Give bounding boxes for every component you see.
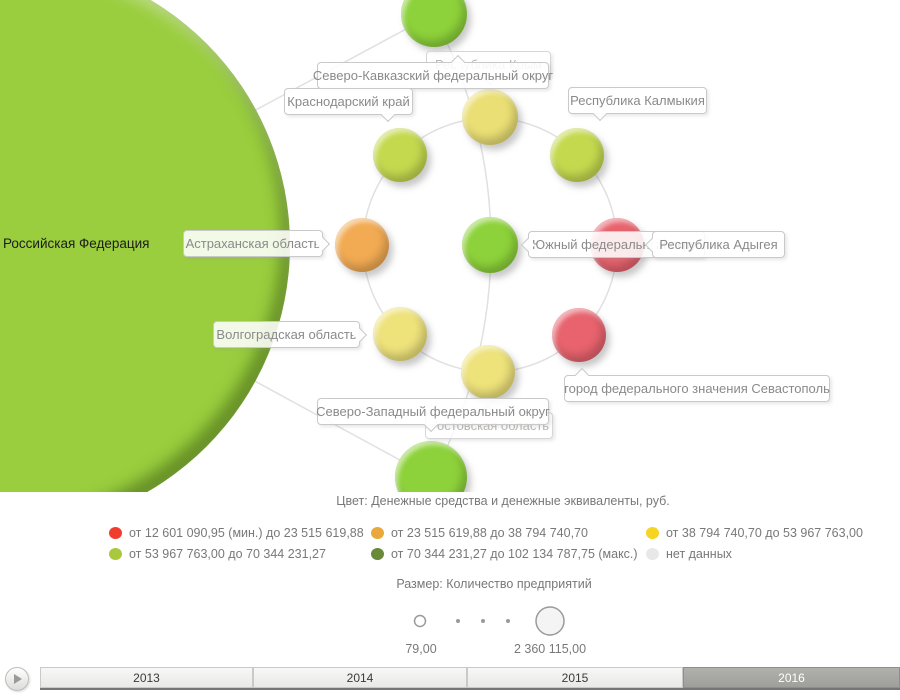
node-label: Республика Адыгея bbox=[644, 231, 785, 258]
size-min-label: 79,00 bbox=[405, 642, 437, 656]
legend-item: нет данных bbox=[646, 547, 732, 561]
size-legend-shapes bbox=[413, 606, 565, 636]
size-max-label: 2 360 115,00 bbox=[513, 642, 587, 656]
node-astrakhan[interactable] bbox=[335, 218, 389, 272]
legend-item: от 70 344 231,27 до 102 134 787,75 (макс… bbox=[371, 547, 638, 561]
legend-color-dot bbox=[646, 527, 659, 539]
node-label: Астраханская область bbox=[183, 230, 331, 257]
legend-item-label: от 70 344 231,27 до 102 134 787,75 (макс… bbox=[391, 547, 638, 561]
timeline: 2013 2014 2015 2016 bbox=[0, 660, 900, 700]
node-rostov[interactable] bbox=[461, 345, 515, 399]
play-button[interactable] bbox=[5, 667, 29, 691]
size-legend-title: Размер: Количество предприятий bbox=[396, 577, 592, 591]
node-kalmykia[interactable] bbox=[550, 128, 604, 182]
timeline-year-2013[interactable]: 2013 bbox=[40, 667, 253, 688]
play-icon bbox=[14, 674, 22, 684]
node-label: Северо-Кавказский федеральный округ bbox=[313, 54, 553, 89]
legend-color-dot bbox=[109, 527, 122, 539]
legend-color-dot bbox=[109, 548, 122, 560]
timeline-year-2014[interactable]: 2014 bbox=[253, 667, 467, 688]
legend-item-label: от 12 601 090,95 (мин.) до 23 515 619,88 bbox=[129, 526, 364, 540]
node-label: Республика Калмыкия bbox=[568, 87, 707, 122]
node-szfo[interactable] bbox=[395, 441, 467, 492]
node-label: Волгоградская область bbox=[213, 321, 368, 348]
timeline-baseline bbox=[40, 688, 900, 690]
node-crimea[interactable] bbox=[462, 89, 518, 145]
node-sevastopol[interactable] bbox=[552, 308, 606, 362]
node-label: город федерального значения Севастополь bbox=[564, 367, 830, 402]
node-krasnodar[interactable] bbox=[373, 128, 427, 182]
legend-item-label: от 38 794 740,70 до 53 967 763,00 bbox=[666, 526, 863, 540]
color-legend-title: Цвет: Денежные средства и денежные эквив… bbox=[336, 494, 670, 508]
legend-color-dot bbox=[371, 527, 384, 539]
node-rf-label: Российская Федерация bbox=[3, 236, 150, 251]
legend-item-label: от 23 515 619,88 до 38 794 740,70 bbox=[391, 526, 588, 540]
node-yufo[interactable] bbox=[462, 217, 518, 273]
legend-item-label: нет данных bbox=[666, 547, 732, 561]
legend-item: от 53 967 763,00 до 70 344 231,27 bbox=[109, 547, 326, 561]
node-label: Краснодарский край bbox=[284, 88, 413, 123]
legend-color-dot bbox=[646, 548, 659, 560]
legend-item: от 12 601 090,95 (мин.) до 23 515 619,88 bbox=[109, 526, 364, 540]
timeline-year-2016[interactable]: 2016 bbox=[683, 667, 900, 688]
legend-item-label: от 53 967 763,00 до 70 344 231,27 bbox=[129, 547, 326, 561]
timeline-year-2015[interactable]: 2015 bbox=[467, 667, 683, 688]
node-label: Северо-Западный федеральный округ bbox=[316, 398, 550, 433]
node-volgograd[interactable] bbox=[373, 307, 427, 361]
legend-item: от 23 515 619,88 до 38 794 740,70 bbox=[371, 526, 588, 540]
legend-item: от 38 794 740,70 до 53 967 763,00 bbox=[646, 526, 863, 540]
legend-color-dot bbox=[371, 548, 384, 560]
bubble-chart: Российская ФедерацияРеспублика КрымСевер… bbox=[0, 0, 830, 492]
